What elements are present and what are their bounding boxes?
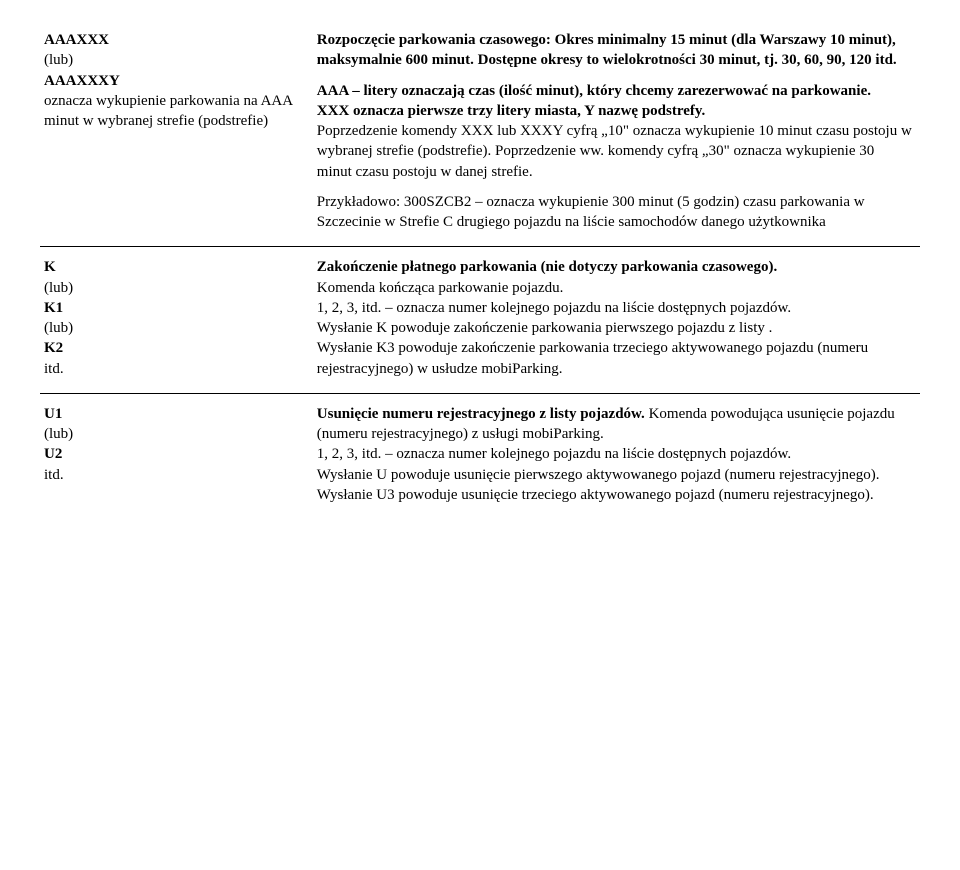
description-paragraph: AAA – litery oznaczają czas (ilość minut… (317, 81, 912, 182)
command-syntax: K(lub)K1(lub)K2itd. (40, 247, 313, 394)
table-row: AAAXXX(lub)AAAXXXYoznacza wykupienie par… (40, 20, 920, 247)
command-description: Usunięcie numeru rejestracyjnego z listy… (313, 393, 920, 519)
command-description: Zakończenie płatnego parkowania (nie dot… (313, 247, 920, 394)
command-syntax: AAAXXX(lub)AAAXXXYoznacza wykupienie par… (40, 20, 313, 247)
table-row: K(lub)K1(lub)K2itd.Zakończenie płatnego … (40, 247, 920, 394)
description-paragraph: Rozpoczęcie parkowania czasowego: Okres … (317, 30, 912, 71)
commands-tbody: AAAXXX(lub)AAAXXXYoznacza wykupienie par… (40, 20, 920, 519)
description-paragraph: Zakończenie płatnego parkowania (nie dot… (317, 257, 912, 379)
table-row: U1(lub)U2itd.Usunięcie numeru rejestracy… (40, 393, 920, 519)
commands-table: AAAXXX(lub)AAAXXXYoznacza wykupienie par… (40, 20, 920, 519)
command-syntax: U1(lub)U2itd. (40, 393, 313, 519)
command-description: Rozpoczęcie parkowania czasowego: Okres … (313, 20, 920, 247)
description-paragraph: Usunięcie numeru rejestracyjnego z listy… (317, 404, 912, 505)
description-paragraph: Przykładowo: 300SZCB2 – oznacza wykupien… (317, 192, 912, 233)
